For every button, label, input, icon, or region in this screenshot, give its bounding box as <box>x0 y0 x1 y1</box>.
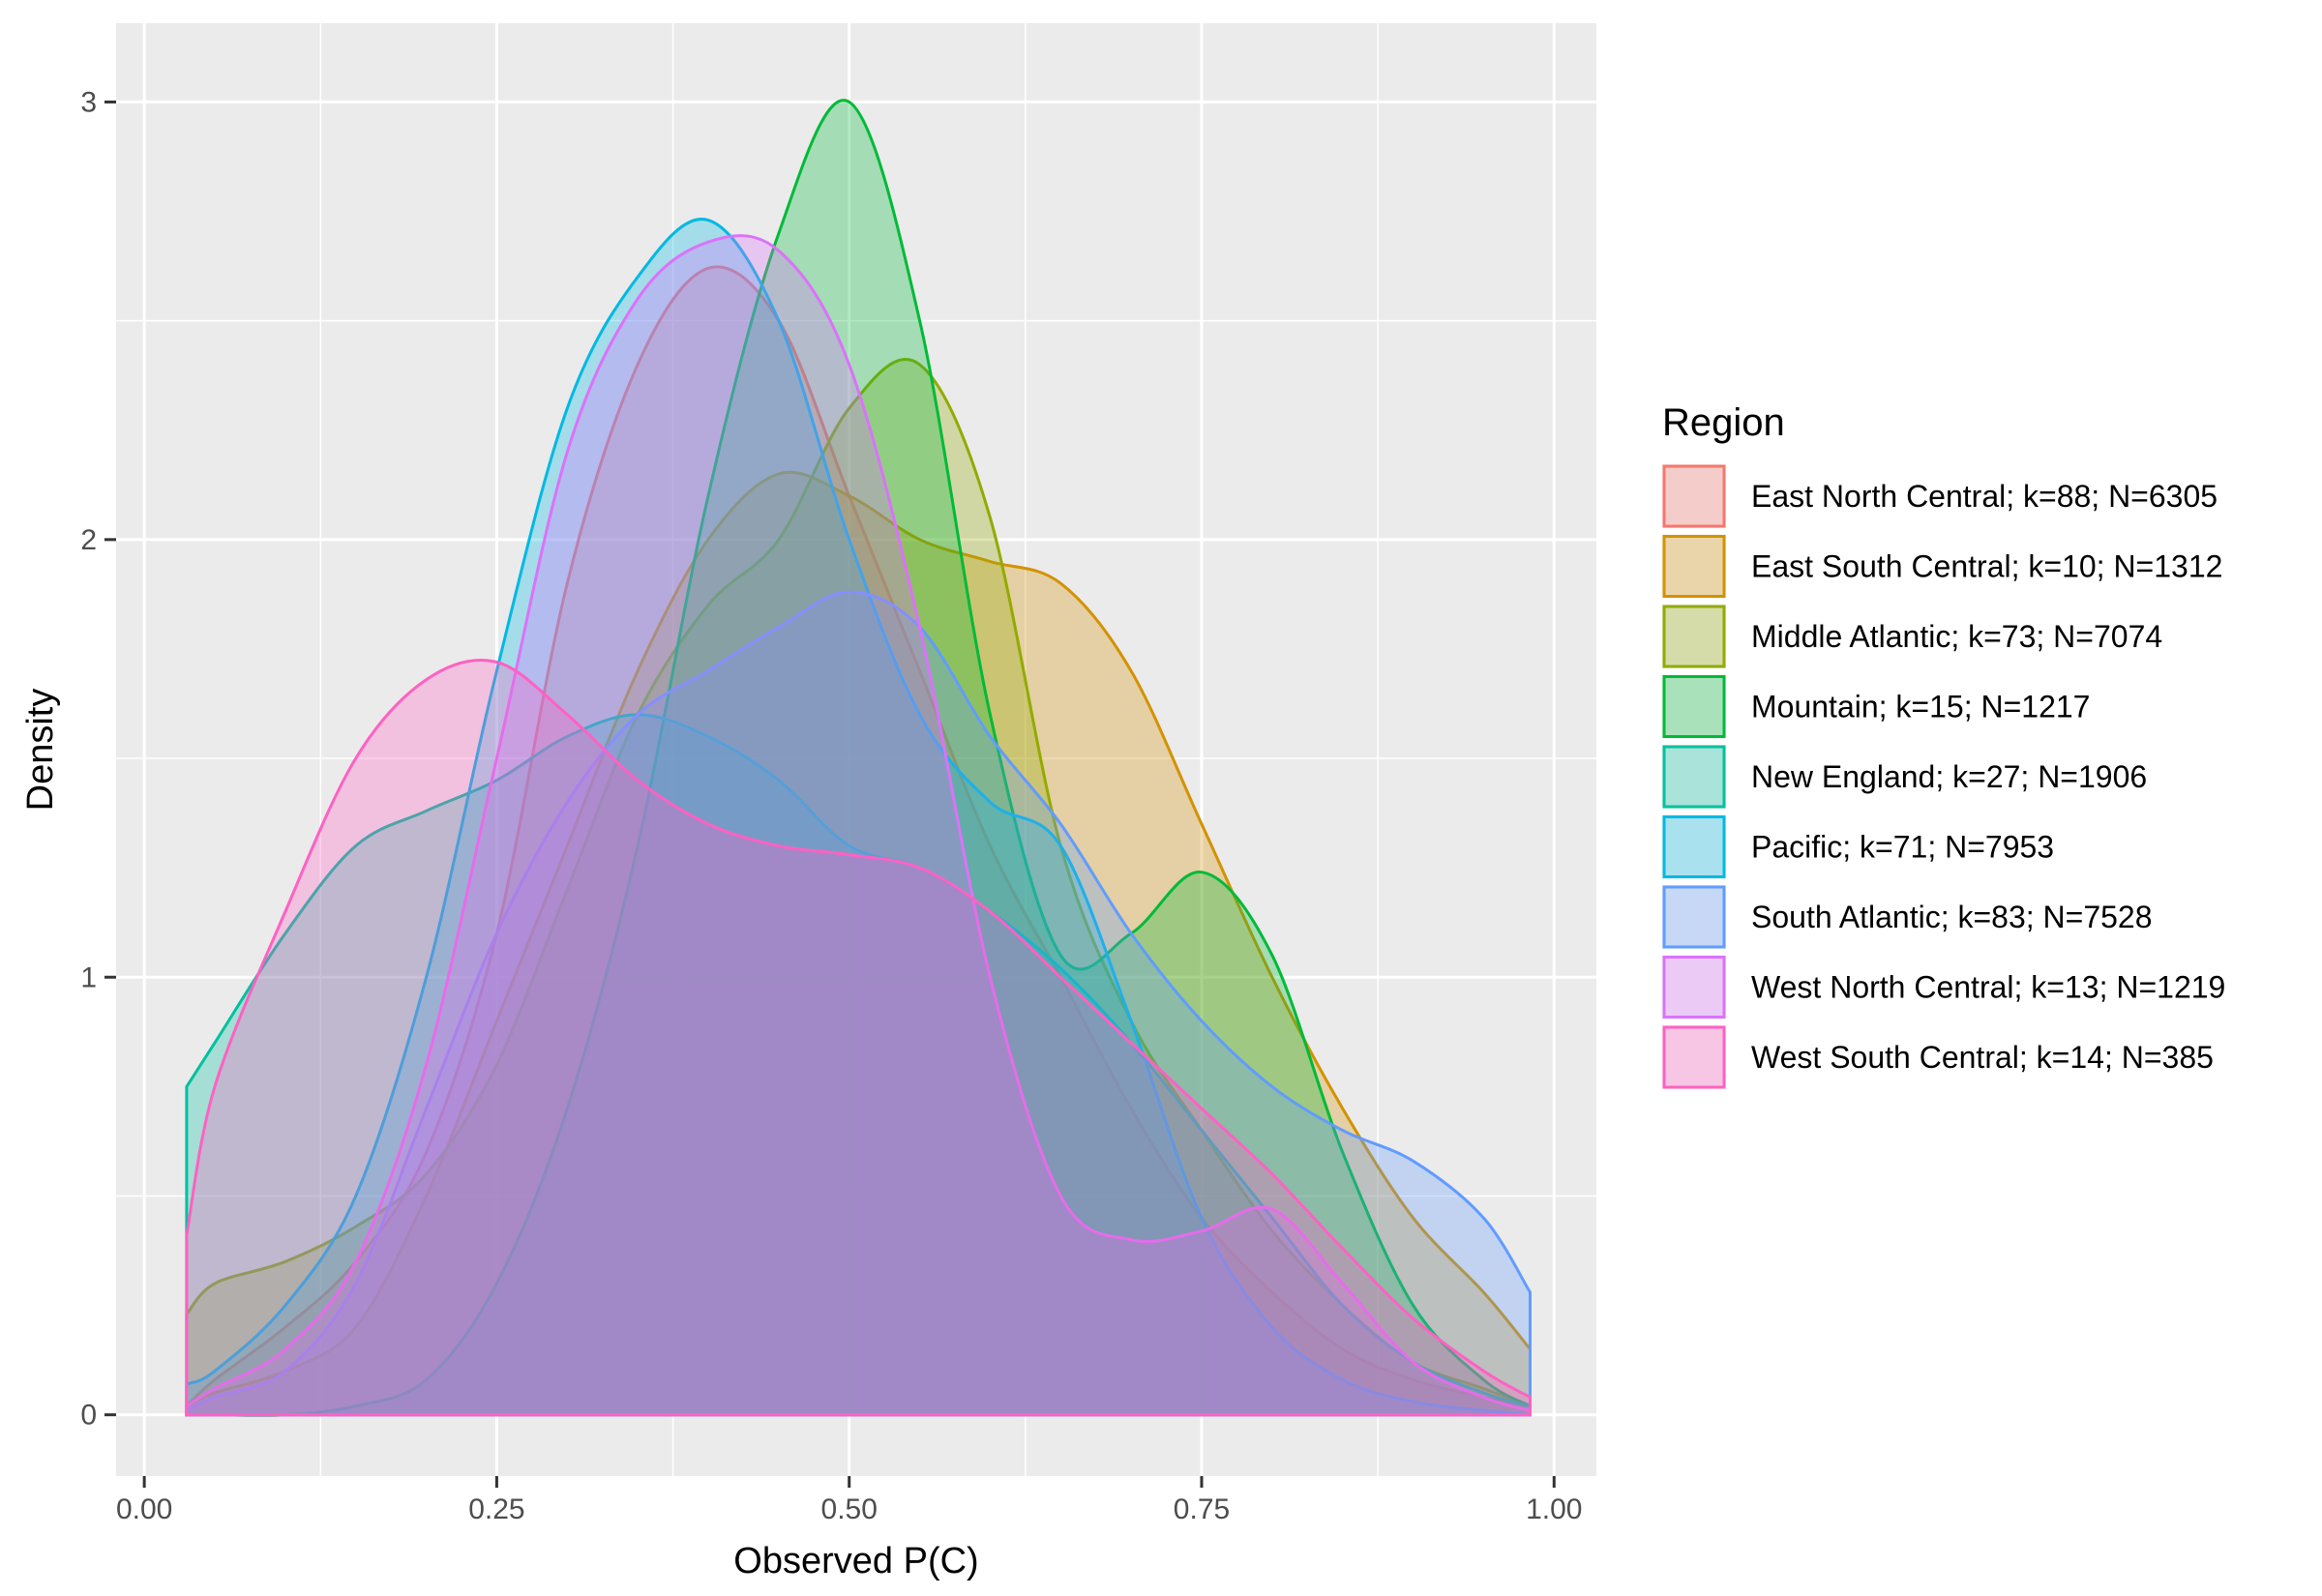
legend-key-swatch <box>1662 535 1726 598</box>
legend-label: Middle Atlantic; k=73; N=7074 <box>1751 619 2162 654</box>
legend-label: West South Central; k=14; N=385 <box>1751 1040 2214 1075</box>
y-tick-label: 0 <box>80 1400 97 1432</box>
legend-key-swatch <box>1662 815 1726 878</box>
legend-key-swatch <box>1662 745 1726 809</box>
legend-key-background <box>1662 534 1726 599</box>
x-tick-label: 0.75 <box>1174 1493 1230 1525</box>
major-gridlines <box>116 23 1596 1476</box>
legend-key-background <box>1662 885 1726 949</box>
y-tick-label: 3 <box>80 86 97 118</box>
legend-key-background <box>1662 464 1726 528</box>
y-axis: 0 1 2 3 <box>80 86 116 1432</box>
x-tick-label: 1.00 <box>1526 1493 1582 1525</box>
legend-key-swatch <box>1662 885 1726 949</box>
x-tick-label: 0.00 <box>116 1493 172 1525</box>
density-area-1 <box>185 265 1532 1417</box>
legend-label: Pacific; k=71; N=7953 <box>1751 830 2054 865</box>
y-axis-title: Density <box>20 689 61 812</box>
legend-key-swatch <box>1662 675 1726 738</box>
legend-label: West North Central; k=13; N=1219 <box>1751 970 2225 1005</box>
x-axis-title: Observed P(C) <box>733 1541 978 1581</box>
x-tick-label: 0.25 <box>468 1493 524 1525</box>
legend-key-background <box>1662 605 1726 668</box>
density-area-5 <box>185 713 1532 1417</box>
density-area-2 <box>185 470 1532 1417</box>
legend-key-background <box>1662 674 1726 739</box>
y-tick-label: 2 <box>80 524 97 556</box>
legend-label: Mountain; k=15; N=1217 <box>1751 690 2090 724</box>
legend-label: South Atlantic; k=83; N=7528 <box>1751 900 2153 934</box>
legend-items: East North Central; k=88; N=6305 East Sou… <box>1662 464 2225 1089</box>
density-area-7 <box>185 590 1532 1417</box>
density-area-6 <box>185 218 1531 1417</box>
density-area-9 <box>185 658 1532 1417</box>
x-tick-label: 0.50 <box>821 1493 878 1525</box>
density-area-3 <box>185 358 1532 1417</box>
legend-key-swatch <box>1662 605 1726 668</box>
legend: Region East North Central; k=88; N=6305E… <box>1662 401 2225 1089</box>
legend-title: Region <box>1662 401 1785 444</box>
legend-key-background <box>1662 955 1726 1020</box>
legend-key-background <box>1662 1025 1726 1089</box>
y-tick-label: 1 <box>80 961 97 993</box>
minor-gridlines <box>116 23 1596 1476</box>
legend-key-background <box>1662 745 1726 809</box>
density-series <box>185 99 1532 1417</box>
legend-key-swatch <box>1662 1025 1726 1089</box>
density-area-4 <box>186 99 1532 1417</box>
legend-label: East South Central; k=10; N=1312 <box>1751 549 2222 584</box>
legend-key-background <box>1662 814 1726 879</box>
legend-key-swatch <box>1662 464 1726 528</box>
density-area-8 <box>185 234 1532 1417</box>
x-axis: 0.00 0.25 0.50 0.75 1.00 <box>116 1476 1582 1525</box>
legend-key-swatch <box>1662 956 1726 1019</box>
legend-label: East North Central; k=88; N=6305 <box>1751 479 2218 514</box>
legend-label: New England; k=27; N=1906 <box>1751 759 2147 794</box>
